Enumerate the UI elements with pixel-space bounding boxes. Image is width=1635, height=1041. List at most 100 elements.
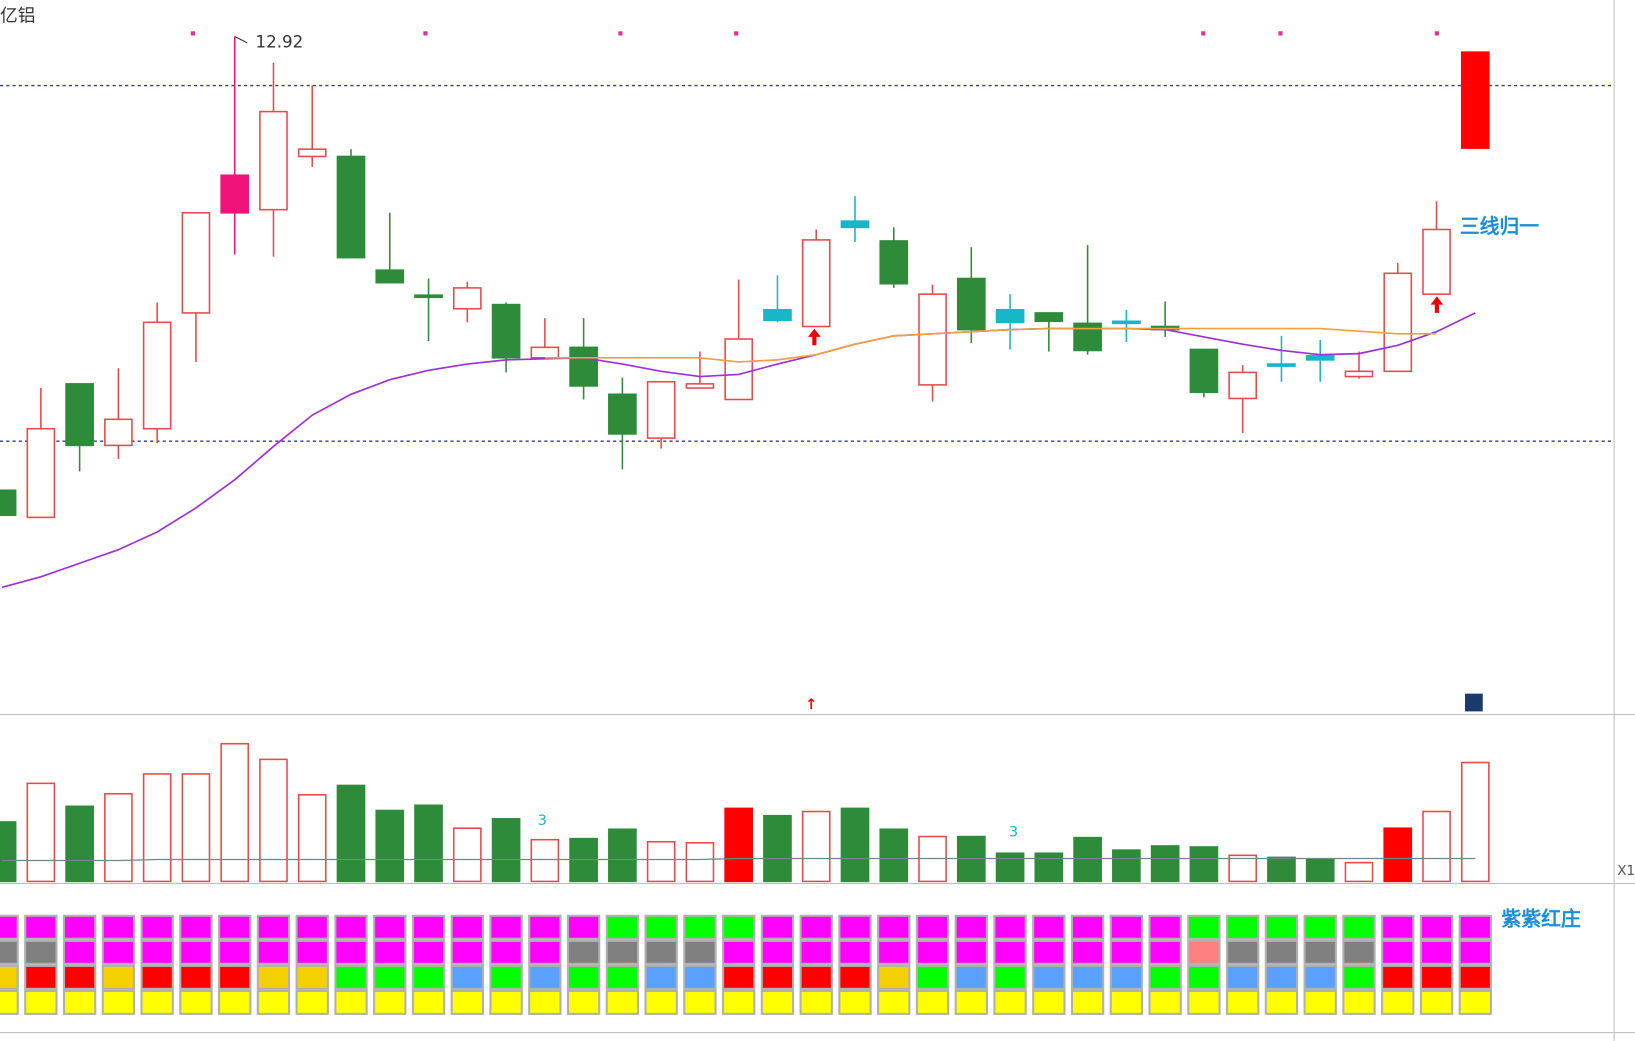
signal-cell bbox=[683, 939, 717, 965]
signal-cell bbox=[683, 989, 717, 1015]
signal-cell bbox=[605, 964, 640, 990]
volume-bar bbox=[1460, 761, 1490, 883]
signal-cell bbox=[101, 914, 136, 940]
signal-cell bbox=[450, 939, 484, 965]
signal-cell bbox=[1419, 964, 1454, 990]
candle-body bbox=[1034, 312, 1064, 323]
high-label: 12.92 bbox=[256, 32, 304, 51]
volume-bar bbox=[297, 794, 327, 883]
signal-cell bbox=[566, 914, 601, 940]
volume-bar bbox=[181, 773, 211, 883]
signal-cell bbox=[760, 989, 795, 1015]
candle-body bbox=[26, 427, 56, 519]
signal-cell bbox=[1070, 989, 1105, 1015]
signal-cell bbox=[489, 989, 523, 1015]
signal-cell bbox=[62, 989, 97, 1015]
signal-cell bbox=[1109, 989, 1144, 1015]
signal-cell bbox=[1187, 914, 1221, 940]
volume-bar bbox=[1422, 810, 1451, 883]
volume-bar bbox=[879, 828, 909, 883]
signal-cell bbox=[1225, 964, 1260, 990]
volume-bar bbox=[375, 809, 405, 883]
signal-cell bbox=[24, 989, 58, 1015]
candle-body bbox=[1383, 272, 1413, 373]
volume-bar bbox=[452, 827, 482, 883]
signal-cell bbox=[62, 939, 97, 965]
volume-bar bbox=[104, 793, 133, 883]
signal-cell bbox=[915, 914, 950, 940]
signal-dots bbox=[190, 31, 1439, 36]
signal-cell bbox=[411, 989, 446, 1015]
signal-cell bbox=[993, 964, 1027, 990]
candle-body bbox=[646, 380, 676, 439]
signal-cell bbox=[722, 964, 756, 990]
candle-body bbox=[414, 294, 443, 299]
signal-cell bbox=[528, 989, 562, 1015]
volume-note: 3 bbox=[1009, 823, 1018, 840]
volume-bar bbox=[1267, 856, 1296, 883]
candle-body bbox=[685, 383, 715, 389]
signal-cell bbox=[954, 964, 988, 990]
signal-cell bbox=[179, 964, 213, 990]
candle-body bbox=[181, 212, 211, 314]
signal-cell bbox=[450, 914, 484, 940]
volume-bar bbox=[1034, 852, 1064, 883]
signal-cell bbox=[1381, 964, 1415, 990]
volume-bar bbox=[1150, 845, 1180, 883]
candle-body bbox=[1267, 363, 1296, 367]
signal-cell bbox=[1458, 989, 1492, 1015]
signal-cell bbox=[644, 939, 678, 965]
signal-cell bbox=[1032, 914, 1066, 940]
signal-cell bbox=[1303, 964, 1337, 990]
candle-body bbox=[297, 148, 327, 158]
candle-body bbox=[995, 309, 1025, 324]
signal-cell bbox=[256, 939, 291, 965]
signal-cell bbox=[799, 914, 833, 940]
candle-body bbox=[840, 220, 870, 229]
volume-bar bbox=[1228, 854, 1258, 883]
signal-cell bbox=[256, 914, 291, 940]
signal-cell bbox=[1264, 964, 1299, 990]
svg-text:↑: ↑ bbox=[805, 696, 817, 713]
signal-cell bbox=[877, 964, 911, 990]
signal-cell bbox=[877, 914, 911, 940]
signal-cell bbox=[1342, 989, 1376, 1015]
volume-bar bbox=[0, 821, 17, 883]
signal-cell bbox=[799, 964, 833, 990]
signal-cell bbox=[1148, 914, 1182, 940]
volume-ma bbox=[2, 857, 1476, 862]
candle-body bbox=[491, 303, 521, 359]
signal-cell bbox=[0, 964, 19, 990]
signal-cell bbox=[838, 939, 872, 965]
candle-body bbox=[608, 393, 637, 435]
signal-cell bbox=[24, 914, 58, 940]
candle-body bbox=[918, 293, 947, 386]
signal-cell bbox=[605, 939, 640, 965]
signal-cell bbox=[140, 964, 174, 990]
candle-body bbox=[530, 346, 560, 359]
signal-cell bbox=[256, 989, 291, 1015]
signal-cell bbox=[1419, 939, 1454, 965]
signal-cell bbox=[218, 989, 252, 1015]
signal-cell bbox=[1381, 989, 1415, 1015]
signal-cell bbox=[295, 964, 329, 990]
candle-body bbox=[1305, 354, 1335, 361]
signal-cell bbox=[1187, 989, 1221, 1015]
signal-cell bbox=[644, 914, 678, 940]
signal-cell bbox=[101, 989, 136, 1015]
candle-body bbox=[220, 174, 250, 214]
signal-cell bbox=[760, 939, 795, 965]
signal-cell bbox=[722, 914, 756, 940]
signal-cell bbox=[1458, 914, 1492, 940]
signal-cell bbox=[411, 939, 446, 965]
signal-cell bbox=[838, 964, 872, 990]
stock-name: 亿铝 bbox=[0, 6, 35, 27]
signal-cell bbox=[179, 989, 213, 1015]
signal-cell bbox=[838, 989, 872, 1015]
signal-cell bbox=[218, 964, 252, 990]
signal-cell bbox=[683, 914, 717, 940]
volume-bar bbox=[801, 810, 831, 883]
candle-body bbox=[1344, 370, 1374, 378]
volume-bar bbox=[724, 807, 754, 883]
